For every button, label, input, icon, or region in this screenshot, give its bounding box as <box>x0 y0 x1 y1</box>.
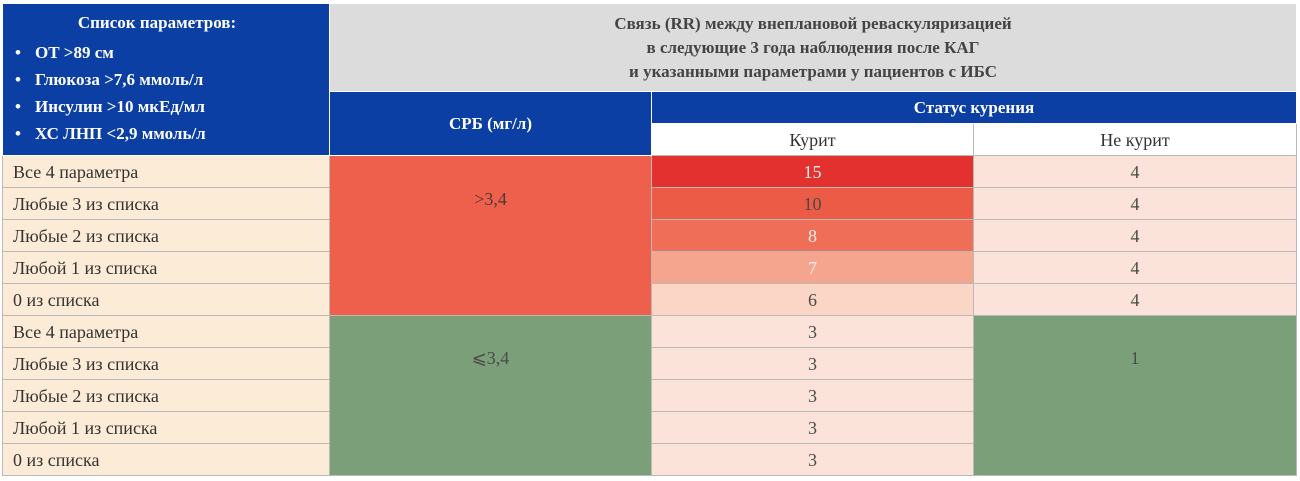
parameter-item: Глюкоза >7,6 ммоль/л <box>13 66 321 93</box>
rr-value-cell: 8 <box>651 219 974 252</box>
parameter-list-box: Список параметров: ОТ >89 см Глюкоза >7,… <box>2 3 330 156</box>
table-title-line: Связь (RR) между внеплановой реваскуляри… <box>614 13 1012 33</box>
smoking-status-header: Статус курения <box>650 91 1298 124</box>
rr-table-container: Список параметров: ОТ >89 см Глюкоза >7,… <box>2 3 1298 476</box>
rr-value-cell: 4 <box>972 283 1298 316</box>
rr-value-cell: 4 <box>972 187 1298 220</box>
parameter-item: Инсулин >10 мкЕд/мл <box>13 93 321 120</box>
rr-value-cell: 4 <box>972 219 1298 252</box>
rr-value-cell: 3 <box>651 347 974 380</box>
row-label: 0 из списка <box>2 283 330 316</box>
rr-value-cell: 7 <box>651 251 974 284</box>
parameter-list-title: Список параметров: <box>77 13 237 32</box>
rr-value-cell: 3 <box>651 411 974 444</box>
row-label: Любые 3 из списка <box>2 187 330 220</box>
parameter-item: ХС ЛНП <2,9 ммоль/л <box>13 120 321 147</box>
crp-low-cell: ⩽3,4 <box>329 315 652 476</box>
crp-column-header: СРБ (мг/л) <box>329 91 652 156</box>
rr-value-cell: 3 <box>651 443 974 476</box>
smokes-column-header: Курит <box>651 123 974 156</box>
rr-value-cell: 6 <box>651 283 974 316</box>
row-label: Любые 2 из списка <box>2 379 330 412</box>
row-label: Все 4 параметра <box>2 155 330 188</box>
rr-no-smoke-low-cell: 1 <box>972 315 1298 476</box>
rr-value-cell: 4 <box>972 155 1298 188</box>
rr-value-cell: 3 <box>651 379 974 412</box>
rr-value-cell: 3 <box>651 315 974 348</box>
rr-table: Список параметров: ОТ >89 см Глюкоза >7,… <box>2 3 1298 476</box>
no-smoke-column-header: Не курит <box>972 123 1298 156</box>
row-label: Любые 3 из списка <box>2 347 330 380</box>
parameter-item: ОТ >89 см <box>13 39 321 66</box>
rr-value-cell: 15 <box>651 155 974 188</box>
row-label: Любые 2 из списка <box>2 219 330 252</box>
table-title-line: и указанными параметрами у пациентов с И… <box>629 61 997 81</box>
row-label: 0 из списка <box>2 443 330 476</box>
row-label: Все 4 параметра <box>2 315 330 348</box>
table-title-box: Связь (RR) между внеплановой реваскуляри… <box>328 3 1298 92</box>
row-label: Любой 1 из списка <box>2 411 330 444</box>
crp-high-cell: >3,4 <box>329 155 652 316</box>
table-title-line: в следующие 3 года наблюдения после КАГ <box>646 37 980 57</box>
rr-value-cell: 4 <box>972 251 1298 284</box>
row-label: Любой 1 из списка <box>2 251 330 284</box>
parameter-list: ОТ >89 см Глюкоза >7,6 ммоль/л Инсулин >… <box>13 39 321 147</box>
rr-value-cell: 10 <box>651 187 974 220</box>
